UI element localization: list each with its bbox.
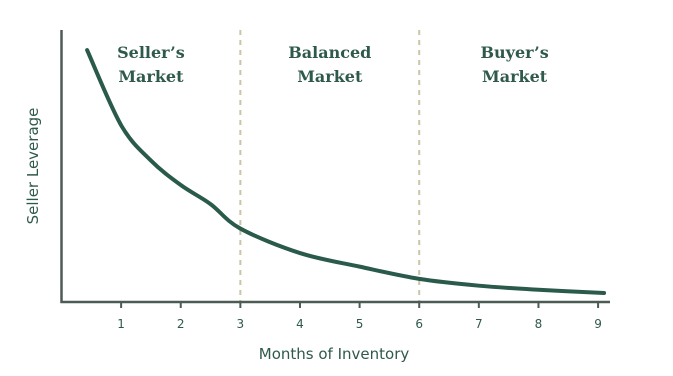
region-label: Buyer’s Market [480,43,548,86]
x-tick-label: 4 [296,317,304,331]
x-tick-label: 5 [356,317,364,331]
region-label-line: Market [118,67,184,86]
x-tick-label: 8 [535,317,543,331]
y-axis-label: Seller Leverage [24,108,42,225]
x-tick-label: 7 [475,317,483,331]
region-label: Seller’s Market [117,43,185,86]
region-label-line: Seller’s [117,43,185,62]
region-label-line: Buyer’s [480,43,548,62]
x-tick-label: 2 [177,317,185,331]
x-axis-label: Months of Inventory [259,345,410,363]
x-tick-label: 1 [117,317,125,331]
region-label-line: Balanced [288,43,371,62]
x-tick-label: 9 [594,317,602,331]
x-tick-label: 6 [415,317,423,331]
x-tick-label: 3 [237,317,245,331]
line-series [85,48,607,296]
region-label: Balanced Market [288,43,371,86]
region-label-line: Market [297,67,363,86]
region-label-line: Market [482,67,548,86]
